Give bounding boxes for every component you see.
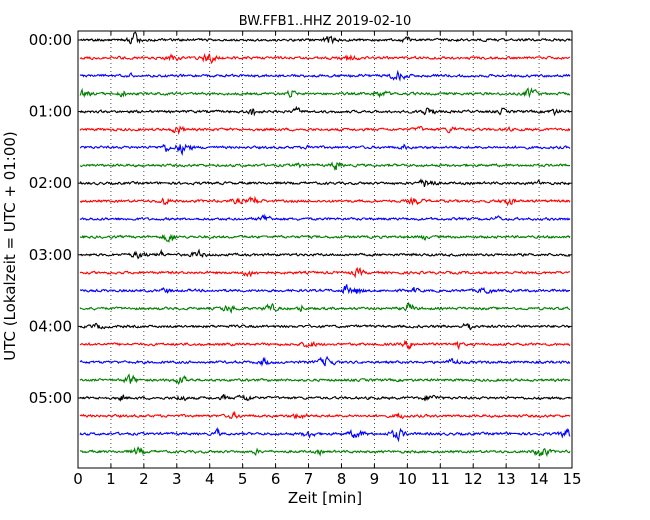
seismogram-trace bbox=[79, 266, 571, 279]
plot-frame bbox=[77, 30, 573, 469]
seismogram-trace bbox=[79, 339, 571, 351]
y-tick-label: 05:00 bbox=[29, 389, 72, 407]
x-axis-ticks: 0 1 2 3 4 5 6 7 8 9 10 11 12 13 14 15 bbox=[73, 31, 582, 488]
y-axis-ticks: 00:00 01:00 02:00 03:00 04:00 05:00 bbox=[29, 31, 572, 407]
x-tick-label: 2 bbox=[139, 470, 149, 488]
x-tick-label: 7 bbox=[304, 470, 314, 488]
x-tick-label: 5 bbox=[238, 470, 248, 488]
seismogram-trace bbox=[79, 426, 571, 443]
seismogram-trace bbox=[79, 233, 571, 244]
seismogram-trace bbox=[79, 322, 571, 331]
x-tick-label: 13 bbox=[497, 470, 516, 488]
x-tick-label: 3 bbox=[172, 470, 182, 488]
x-tick-label: 1 bbox=[106, 470, 116, 488]
seismogram-trace bbox=[79, 301, 571, 314]
x-tick-label: 15 bbox=[562, 470, 581, 488]
y-tick-label: 03:00 bbox=[29, 246, 72, 264]
seismogram-trace bbox=[79, 178, 571, 188]
seismogram-trace bbox=[79, 52, 571, 65]
seismogram-trace bbox=[79, 355, 571, 367]
y-tick-label: 04:00 bbox=[29, 317, 72, 335]
seismogram-trace bbox=[79, 87, 571, 99]
x-tick-label: 6 bbox=[271, 470, 281, 488]
seismogram-trace bbox=[79, 69, 571, 82]
seismogram-trace bbox=[79, 213, 571, 222]
x-tick-label: 11 bbox=[431, 470, 450, 488]
traces bbox=[79, 31, 571, 458]
x-tick-label: 14 bbox=[530, 470, 549, 488]
y-tick-label: 02:00 bbox=[29, 174, 72, 192]
seismogram-trace bbox=[79, 31, 571, 45]
y-tick-label: 01:00 bbox=[29, 103, 72, 121]
seismogram-trace bbox=[79, 125, 571, 135]
seismogram-trace bbox=[79, 105, 571, 117]
x-tick-label: 8 bbox=[337, 470, 347, 488]
x-tick-label: 4 bbox=[205, 470, 215, 488]
seismogram-trace bbox=[79, 373, 571, 386]
seismogram-trace bbox=[79, 393, 571, 403]
seismogram-trace bbox=[79, 284, 571, 295]
seismogram-trace bbox=[79, 410, 571, 420]
seismogram-trace bbox=[79, 446, 571, 458]
y-tick-label: 00:00 bbox=[29, 31, 72, 49]
x-tick-label: 0 bbox=[73, 470, 83, 488]
chart-title: BW.FFB1..HHZ 2019-02-10 bbox=[239, 14, 412, 29]
seismogram-trace bbox=[79, 161, 570, 171]
y-axis-label: UTC (Lokalzeit = UTC + 01:00) bbox=[1, 131, 19, 361]
x-tick-label: 9 bbox=[370, 470, 380, 488]
x-axis-label: Zeit [min] bbox=[288, 489, 362, 507]
x-tick-label: 10 bbox=[398, 470, 417, 488]
x-tick-label: 12 bbox=[464, 470, 483, 488]
grid bbox=[110, 31, 540, 468]
seismogram-trace bbox=[79, 143, 571, 157]
seismogram-trace bbox=[79, 248, 571, 260]
seismogram-trace bbox=[79, 195, 571, 207]
